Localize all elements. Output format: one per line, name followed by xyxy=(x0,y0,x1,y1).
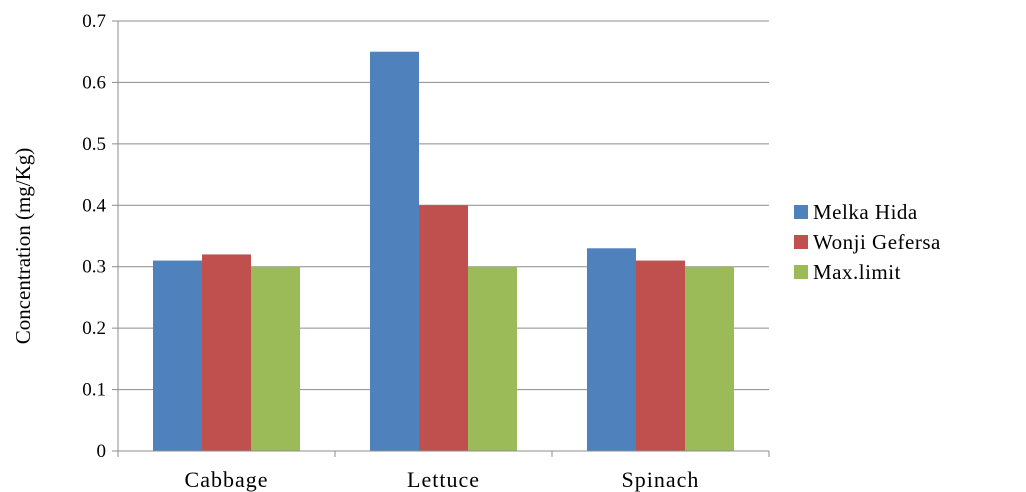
y-tick-label: 0.5 xyxy=(82,134,106,155)
y-tick-label: 0.6 xyxy=(82,72,106,93)
legend-swatch xyxy=(794,265,808,279)
y-tick-label: 0.4 xyxy=(82,195,106,216)
bar-max-limit-spinach xyxy=(685,266,734,451)
bar-wonji-gefersa-lettuce xyxy=(419,205,468,451)
legend-label: Melka Hida xyxy=(813,200,918,224)
bar-wonji-gefersa-spinach xyxy=(636,260,685,451)
y-tick-label: 0.3 xyxy=(82,257,106,278)
y-tick-label: 0.2 xyxy=(82,318,106,339)
legend-label: Max.limit xyxy=(813,260,901,284)
bars xyxy=(153,51,734,451)
bar-max-limit-cabbage xyxy=(251,266,300,451)
legend: Melka Hida Wonji Gefersa Max.limit xyxy=(794,200,941,284)
y-axis-ticks: 0 0.1 0.2 0.3 0.4 0.5 0.6 0.7 xyxy=(82,11,118,462)
legend-label: Wonji Gefersa xyxy=(813,230,941,254)
x-tick-label: Cabbage xyxy=(185,467,269,492)
x-tick-label: Spinach xyxy=(622,467,700,492)
bar-melka-hida-spinach xyxy=(587,248,636,451)
x-tick-label: Lettuce xyxy=(407,467,480,492)
x-axis-labels: Cabbage Lettuce Spinach xyxy=(185,467,700,492)
bar-max-limit-lettuce xyxy=(468,266,517,451)
y-tick-label: 0 xyxy=(97,441,107,462)
axes xyxy=(117,21,770,457)
y-axis-title: Concentration (mg/Kg) xyxy=(11,148,35,345)
y-tick-label: 0.1 xyxy=(82,380,106,401)
bar-melka-hida-lettuce xyxy=(370,51,419,451)
legend-swatch xyxy=(794,235,808,249)
legend-swatch xyxy=(794,205,808,219)
bar-wonji-gefersa-cabbage xyxy=(202,254,251,451)
y-tick-label: 0.7 xyxy=(82,11,106,32)
bar-melka-hida-cabbage xyxy=(153,260,202,451)
